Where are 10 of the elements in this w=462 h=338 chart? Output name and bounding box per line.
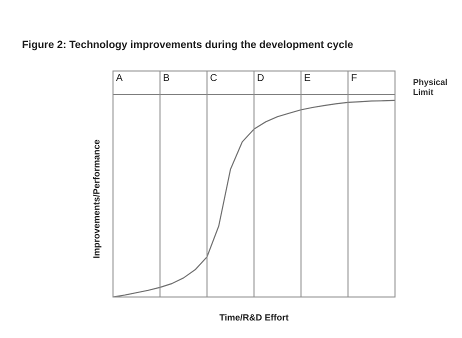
text: C (210, 72, 218, 84)
x-axis-title: Time/R&D Effort (219, 312, 289, 322)
text: D (257, 72, 264, 84)
text: E (304, 72, 311, 84)
ref-line-label: Physical Limit (413, 76, 448, 97)
y-axis-title: Improvements/Performance (91, 139, 102, 259)
text: F (351, 72, 358, 84)
text: B (163, 72, 170, 84)
text: A (116, 72, 123, 84)
chart-title: Figure 2: Technology improvements during the development cycle (22, 38, 354, 51)
